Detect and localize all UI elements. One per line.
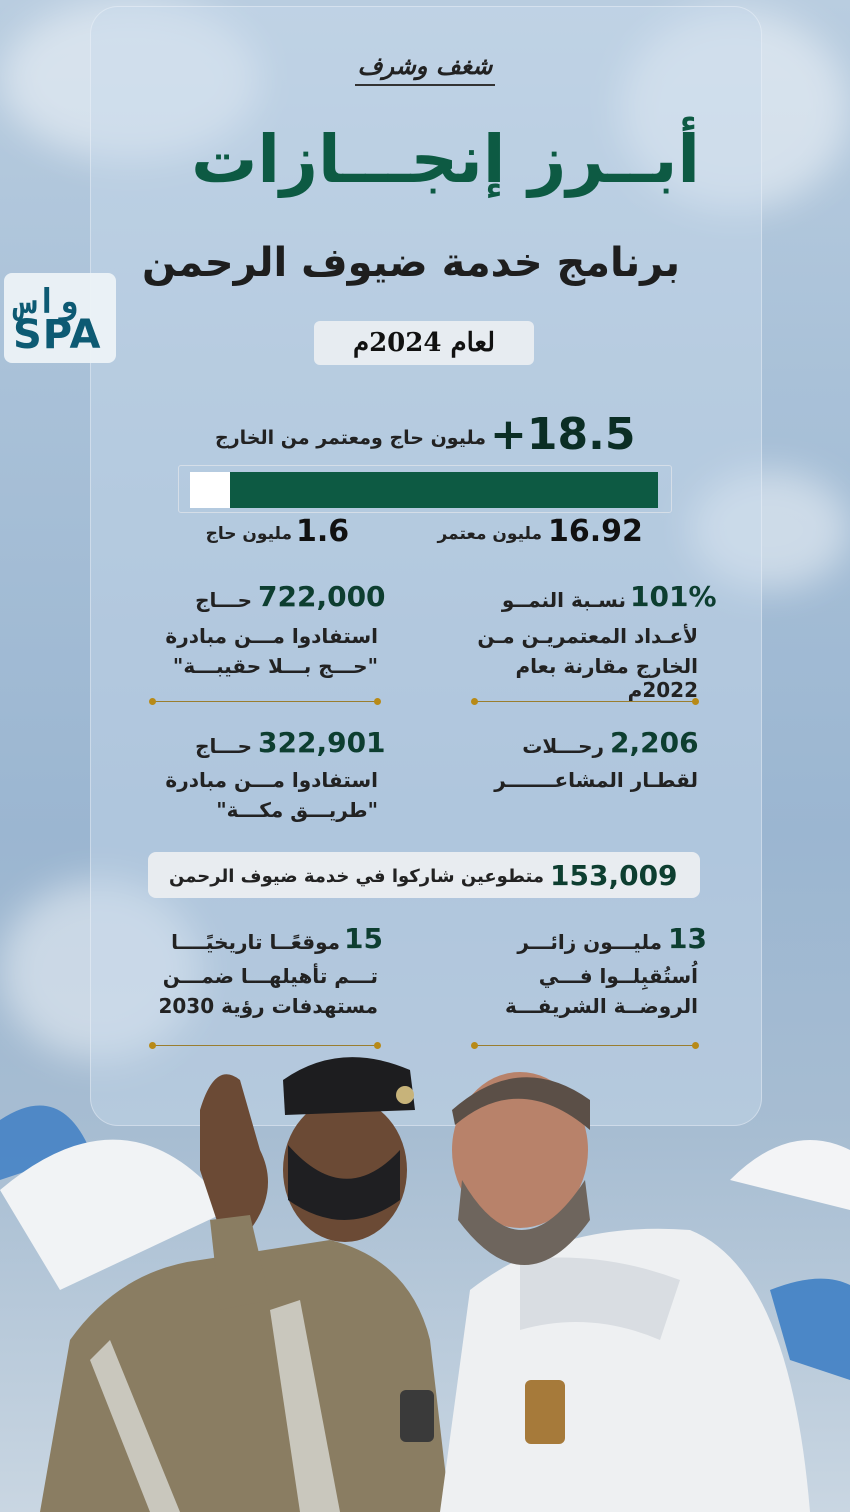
- tagline: شغف وشرف: [357, 52, 493, 80]
- volunteers-value: 153,009: [550, 859, 678, 892]
- hero-label: مليون حاج ومعتمر من الخارج: [215, 427, 486, 449]
- stat-historic-line2: مستهدفات رؤية 2030: [158, 994, 378, 1018]
- volunteers-label: متطوعين شاركوا في خدمة ضيوف الرحمن: [169, 866, 544, 887]
- stat-historic-value: 15: [344, 922, 383, 955]
- hero-number: +18.5: [490, 409, 636, 460]
- cloud: [0, 0, 260, 160]
- page-title: أبــرز إنجـــازات: [191, 121, 700, 198]
- stat-nobag-line2: "حـــج بـــلا حقيبـــة": [172, 654, 378, 678]
- stat-train-line1: لقطـار المشاعـــــــر: [494, 768, 698, 792]
- cloud: [690, 470, 850, 590]
- stat-growth-line1: لأعـداد المعتمريـن مـن: [477, 624, 698, 648]
- spa-logo: [4, 273, 116, 363]
- stat-rawdah-unit: مليـــون زائـــر: [517, 930, 662, 954]
- divider: [474, 701, 696, 702]
- cloud: [620, 10, 850, 210]
- stat-nobag-line1: استفادوا مـــن مبادرة: [165, 624, 378, 648]
- cloud: [0, 880, 200, 1060]
- bar-bracket: [178, 465, 672, 513]
- stat-makkah-route-line1: استفادوا مـــن مبادرة: [165, 768, 378, 792]
- divider: [152, 1045, 378, 1046]
- stat-nobag-value: 722,000: [258, 580, 386, 613]
- stat-growth-unit: نسـبة النمــو: [501, 588, 626, 612]
- page-subtitle: برنامج خدمة ضيوف الرحمن: [141, 240, 680, 286]
- stat-historic-unit: موقعًــا تاريخيًــــا: [171, 930, 340, 954]
- stat-makkah-route-unit: حـــاج: [195, 734, 252, 758]
- tagline-underline: [355, 84, 495, 86]
- photo-security-officer-and-pilgrim: [0, 1057, 850, 1512]
- stat-train-value: 2,206: [610, 726, 699, 759]
- divider: [152, 701, 378, 702]
- pilgrims-label: مليون حاج: [205, 524, 292, 544]
- stat-rawdah-value: 13: [668, 922, 707, 955]
- stat-growth-line2: الخارج مقارنة بعام 2022م: [515, 654, 698, 702]
- divider-dot: [471, 1042, 478, 1049]
- year-label: لعام 2024م: [352, 328, 496, 358]
- divider-dot: [692, 1042, 699, 1049]
- stat-makkah-route-line2: "طريـــق مكـــة": [216, 798, 378, 822]
- divider: [474, 1045, 696, 1046]
- volunteers-box: [148, 852, 700, 898]
- year-box: [314, 321, 534, 365]
- progress-bar-umrah-fill: [230, 472, 658, 508]
- umrah-value: 16.92: [548, 514, 643, 549]
- divider-dot: [149, 1042, 156, 1049]
- divider-dot: [374, 1042, 381, 1049]
- divider-dot: [149, 698, 156, 705]
- content-panel: [90, 6, 762, 1126]
- stat-growth-value: 101%: [630, 580, 717, 613]
- stat-rawdah-line1: اُستُقبِلــوا فـــي: [538, 964, 698, 988]
- pilgrims-value: 1.6: [296, 514, 350, 549]
- logo-arabic: واس: [16, 282, 78, 322]
- stat-nobag-unit: حـــاج: [195, 588, 252, 612]
- divider-dot: [374, 698, 381, 705]
- stat-historic-line1: تـــم تأهيلهـــا ضمـــن: [162, 964, 378, 988]
- logo-latin: SPA: [13, 312, 102, 358]
- umrah-label: مليون معتمر: [437, 524, 542, 544]
- divider-dot: [692, 698, 699, 705]
- stat-rawdah-line2: الروضــة الشريفـــة: [504, 994, 698, 1018]
- stat-makkah-route-value: 322,901: [258, 726, 386, 759]
- divider-dot: [471, 698, 478, 705]
- stat-train-unit: رحـــلات: [522, 734, 604, 758]
